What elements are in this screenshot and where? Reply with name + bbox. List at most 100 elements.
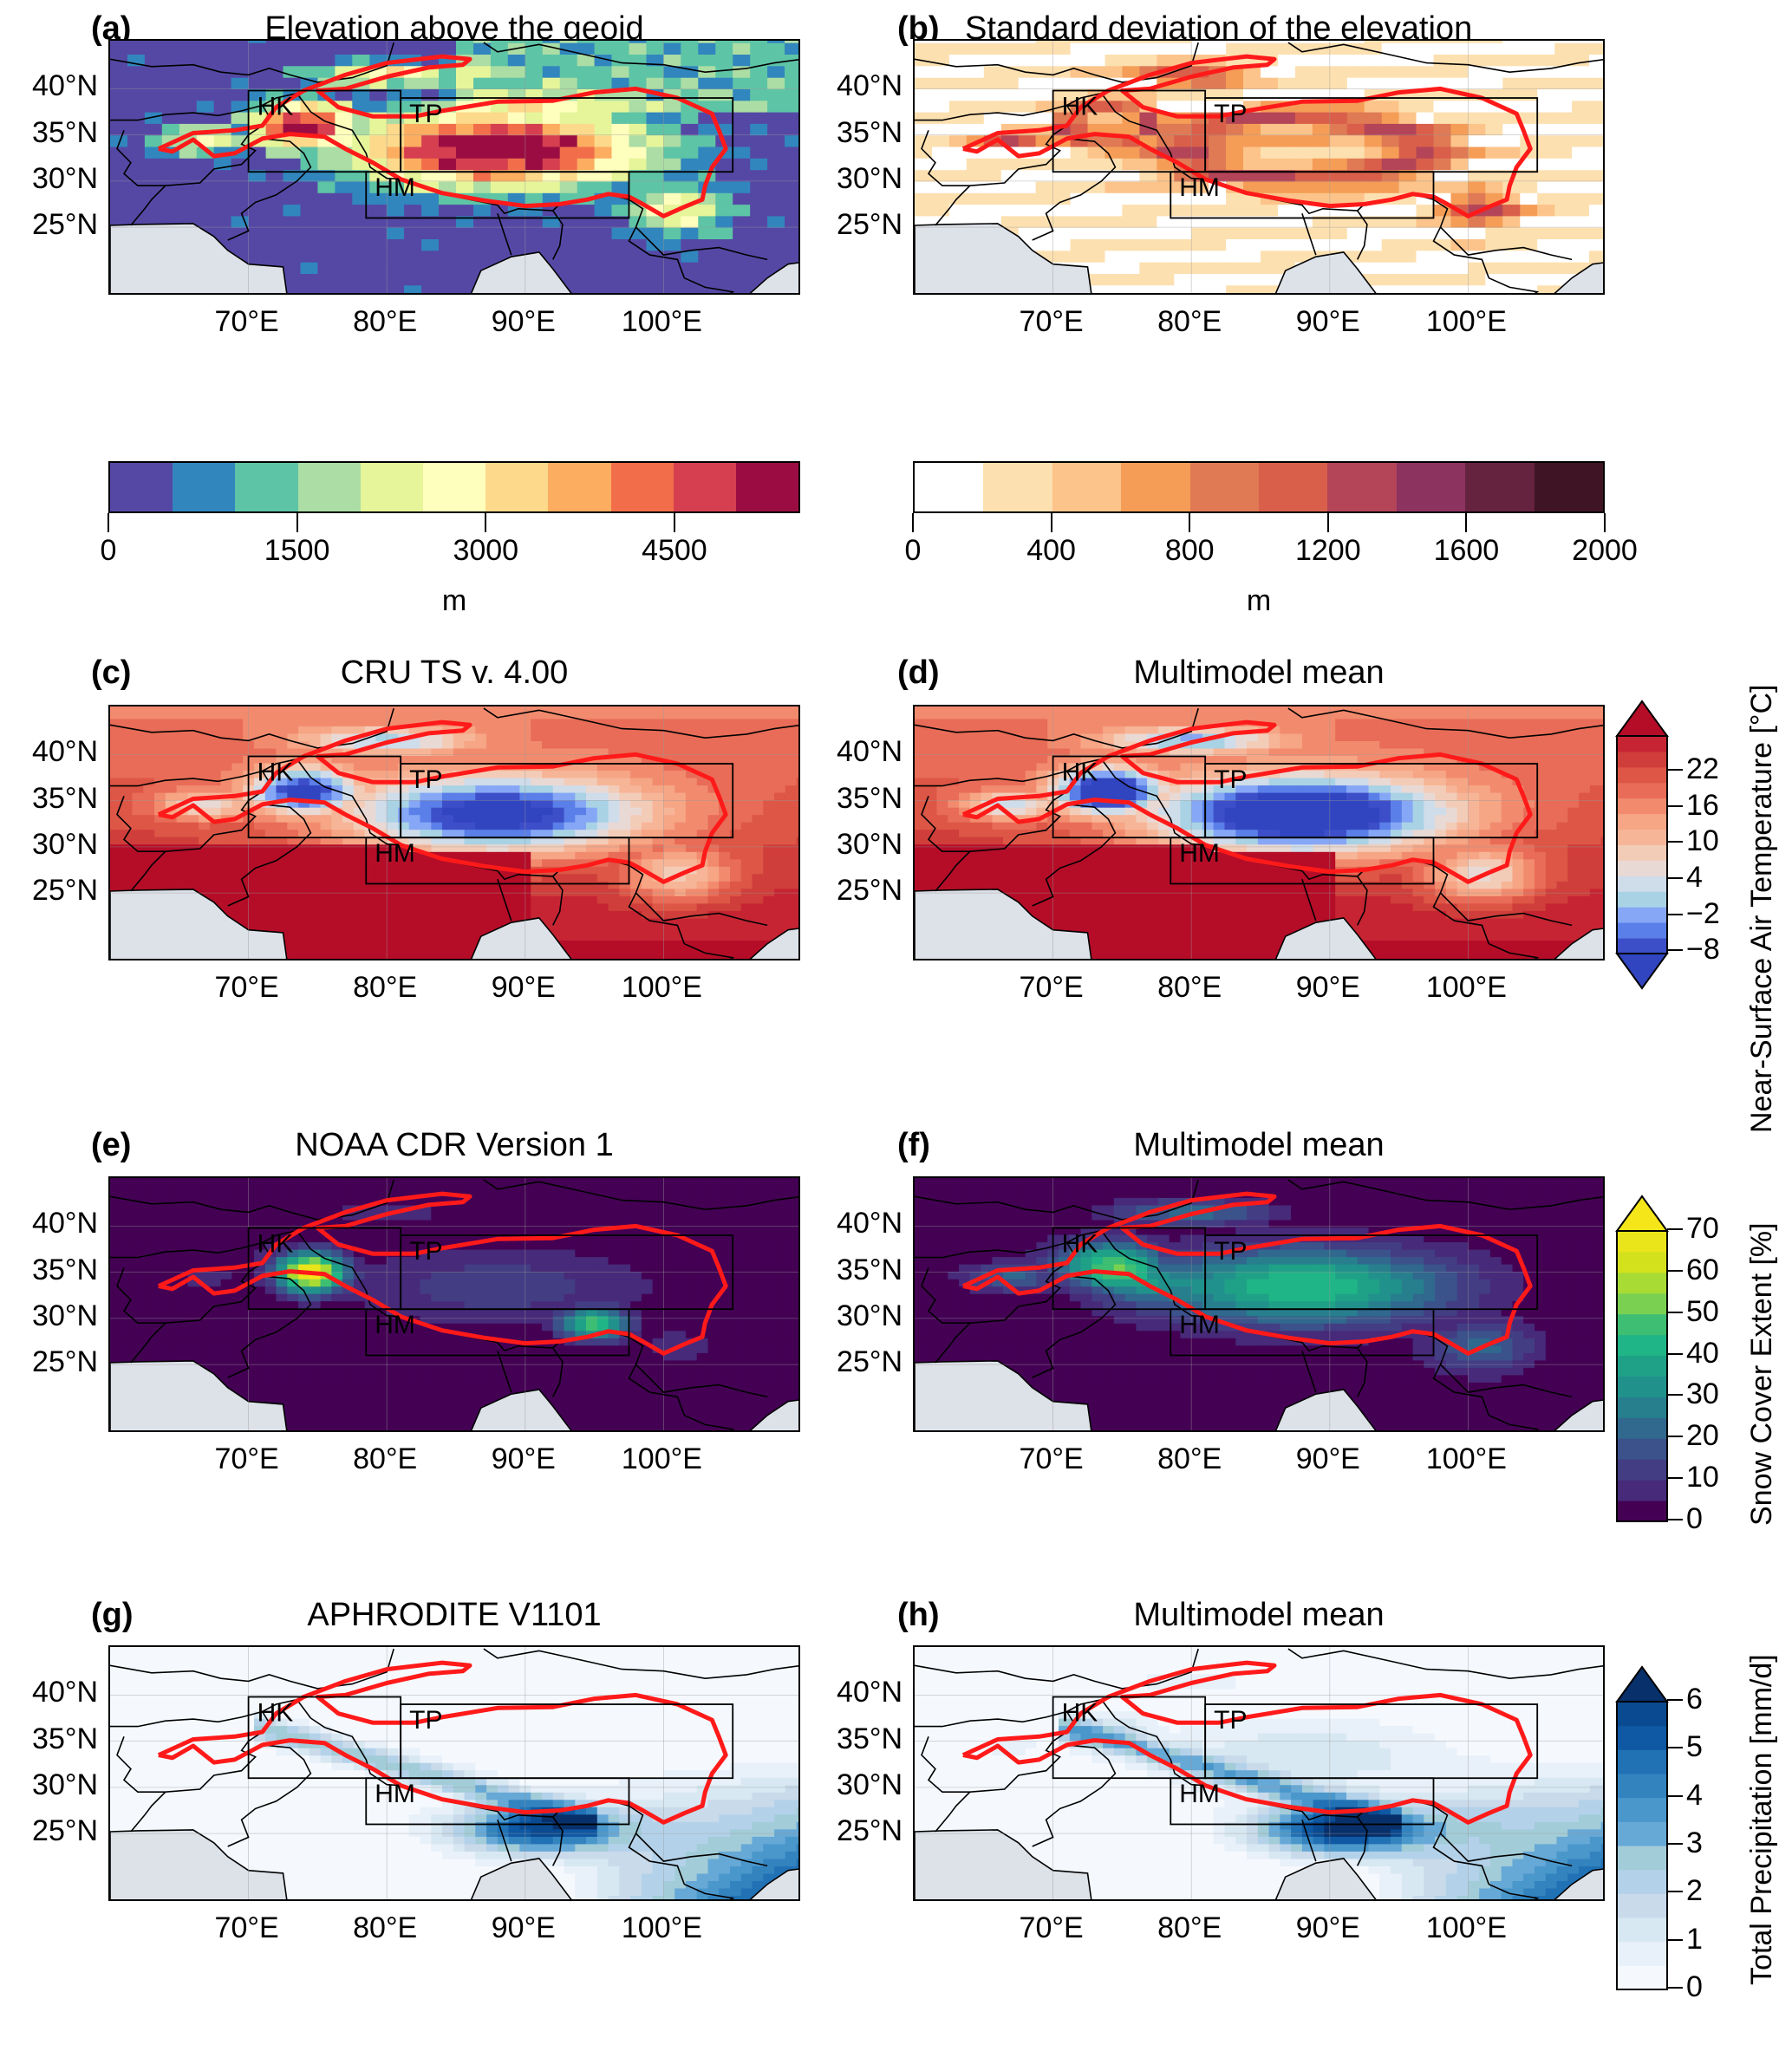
field-cell	[287, 947, 299, 956]
field-cell	[464, 778, 476, 786]
field-cell	[969, 785, 982, 793]
field-cell	[564, 726, 576, 734]
field-cell	[730, 888, 742, 896]
field-cell	[674, 718, 687, 726]
field-cell	[248, 192, 267, 205]
field-cell	[375, 932, 388, 941]
field-cell	[698, 88, 716, 101]
field-cell	[1070, 204, 1089, 217]
field-cell	[1502, 88, 1521, 101]
field-cell	[1554, 250, 1573, 263]
field-cell	[969, 732, 982, 741]
field-cell	[915, 169, 933, 182]
field-cell	[176, 726, 188, 734]
field-cell	[559, 112, 578, 124]
field-cell	[992, 814, 1004, 823]
field-cell	[1105, 192, 1123, 205]
field-cell	[132, 747, 144, 756]
field-cell	[132, 763, 144, 772]
field-cell	[564, 917, 576, 926]
field-cell	[740, 770, 753, 778]
field-cell	[231, 732, 244, 741]
field-cell	[1122, 238, 1140, 251]
field-cell	[608, 895, 620, 904]
field-cell	[1091, 763, 1104, 772]
field-cell	[508, 851, 520, 860]
field-cell	[176, 747, 188, 756]
field-cell	[213, 41, 232, 43]
field-cell	[1059, 706, 1071, 712]
field-cell	[254, 829, 266, 837]
field-cell	[575, 851, 587, 860]
field-cell	[1087, 238, 1106, 251]
field-cell	[110, 726, 122, 734]
field-cell	[431, 917, 443, 926]
field-cell	[453, 881, 466, 889]
field-cell	[1364, 250, 1383, 263]
field-cell	[176, 785, 188, 793]
field-cell	[1261, 112, 1279, 124]
field-cell	[442, 799, 454, 808]
field-cell	[1381, 134, 1400, 147]
field-cell	[497, 881, 510, 889]
field-cell	[154, 732, 166, 741]
field-cell	[209, 807, 222, 816]
field-cell	[596, 814, 609, 823]
field-cell	[1364, 112, 1383, 124]
region-label-hm: HM	[375, 173, 415, 202]
field-cell	[577, 273, 596, 286]
field-cell	[508, 799, 520, 808]
field-cell	[564, 881, 576, 889]
field-cell	[1450, 192, 1469, 205]
field-cell	[1450, 42, 1469, 55]
field-cell	[1059, 829, 1071, 837]
field-cell	[663, 888, 675, 896]
field-cell	[932, 112, 950, 124]
field-cell	[144, 100, 163, 113]
field-cell	[300, 215, 318, 228]
field-cell	[1174, 123, 1192, 136]
field-cell	[1113, 770, 1126, 778]
field-cell	[486, 888, 499, 896]
field-cell	[431, 732, 443, 741]
field-cell	[596, 740, 609, 749]
field-cell	[375, 807, 388, 816]
field-cell	[1312, 112, 1331, 124]
field-cell	[1261, 238, 1279, 251]
field-cell	[1059, 755, 1071, 764]
field-cell	[1398, 250, 1417, 263]
field-cell	[1069, 837, 1082, 845]
field-cell	[740, 763, 753, 772]
field-cell	[298, 706, 310, 712]
field-cell	[497, 843, 510, 852]
field-cell	[387, 829, 399, 837]
field-cell	[542, 192, 561, 205]
field-cell	[1261, 204, 1279, 217]
field-cell	[442, 763, 454, 772]
field-cell	[681, 54, 699, 67]
field-cell	[696, 917, 709, 926]
field-cell	[652, 843, 664, 852]
field-cell	[398, 718, 410, 726]
field-cell	[353, 866, 366, 875]
field-cell	[276, 799, 288, 808]
field-cell	[1136, 747, 1148, 756]
field-cell	[948, 740, 960, 749]
field-cell	[300, 54, 318, 67]
field-cell	[663, 858, 675, 867]
field-cell	[254, 910, 266, 919]
field-cell	[364, 740, 377, 749]
field-cell	[740, 843, 753, 852]
field-cell	[1157, 41, 1175, 43]
field-cell	[127, 65, 146, 78]
field-cell	[646, 158, 665, 171]
field-cell	[486, 785, 499, 793]
field-cell	[231, 112, 250, 124]
field-cell	[630, 732, 642, 741]
field-cell	[663, 284, 681, 293]
field-cell	[719, 888, 731, 896]
field-cell	[646, 123, 665, 136]
field-cell	[387, 814, 399, 823]
field-cell	[398, 822, 410, 830]
